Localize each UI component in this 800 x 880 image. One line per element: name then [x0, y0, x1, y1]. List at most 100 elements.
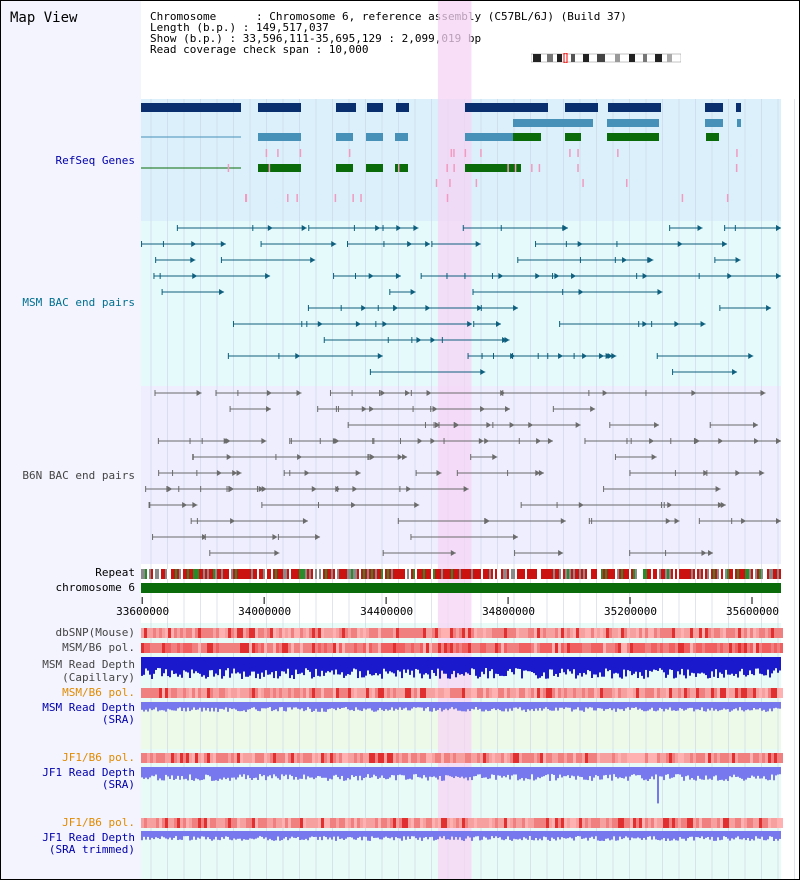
jf1-pol-mark	[210, 753, 213, 763]
msm-pol-mark	[621, 643, 624, 653]
msm-pol-mark	[168, 643, 171, 653]
msm-depth-bar	[443, 657, 445, 674]
msm-pol-mark	[339, 643, 342, 653]
jf1-pol-mark	[234, 818, 237, 828]
jf1-depth-bar	[227, 767, 229, 778]
jf1-pol-mark	[264, 753, 267, 763]
msm-sra-depth-bar	[527, 702, 529, 710]
jf1-trim-depth-bar	[537, 831, 539, 841]
msm-sra-depth-bar	[445, 702, 447, 709]
msm-depth-bar	[371, 657, 373, 676]
msm-sra-depth-bar	[305, 702, 307, 711]
jf1-pol-mark	[420, 753, 423, 763]
msm-depth-bar	[215, 657, 217, 674]
track-label-chromosome[interactable]: chromosome 6	[55, 581, 135, 594]
msm-sra-depth-bar	[457, 702, 459, 711]
repeat-mark	[513, 569, 515, 579]
track-label-dbsnp[interactable]: dbSNP(Mouse)	[55, 626, 135, 639]
track-label-msm-b6-pol-2[interactable]: MSM/B6 pol.	[62, 686, 135, 699]
repeat-mark	[749, 569, 751, 579]
jf1-depth-bar	[305, 767, 307, 780]
track-label-jf1-read-depth[interactable]: JF1 Read Depth	[42, 766, 135, 779]
dbsnp-mark	[690, 628, 693, 638]
dbsnp-mark	[168, 628, 171, 638]
msm-bac-pair-end	[622, 257, 628, 263]
msm-pol-mark	[372, 643, 375, 653]
repeat-mark	[495, 569, 497, 579]
track-label-refseq-genes[interactable]: RefSeq Genes	[55, 154, 135, 167]
repeat-mark	[403, 569, 405, 579]
repeat-mark	[377, 569, 379, 579]
track-label-jf1-b6-pol-2[interactable]: JF1/B6 pol.	[62, 816, 135, 829]
jf1-depth-bar	[411, 767, 413, 780]
dbsnp-mark	[507, 628, 510, 638]
jf1-pol-mark	[435, 753, 438, 763]
msm-pol-mark	[384, 643, 387, 653]
msm-pol-mark	[630, 688, 633, 698]
msm-pol-mark	[426, 643, 429, 653]
repeat-mark	[729, 569, 731, 579]
chromosome-ideogram[interactable]	[531, 53, 681, 63]
repeat-mark	[661, 569, 663, 579]
msm-depth-bar	[211, 657, 213, 671]
b6n-bac-pair-end	[352, 486, 358, 492]
dbsnp-mark	[336, 628, 339, 638]
jf1-pol-mark	[153, 753, 156, 763]
jf1-depth-bar	[247, 767, 249, 776]
jf1-depth-bar	[325, 767, 327, 778]
msm-depth-bar	[235, 657, 237, 674]
jf1-trim-depth-bar	[709, 831, 711, 840]
jf1-trim-depth-bar	[397, 831, 399, 839]
track-label-msm-read-depth-sra[interactable]: MSM Read Depth	[42, 701, 135, 714]
jf1-trim-depth-bar	[417, 831, 419, 840]
msm-pol-mark	[162, 643, 165, 653]
track-label-repeat[interactable]: Repeat	[95, 566, 135, 579]
jf1-pol-mark	[750, 753, 753, 763]
jf1-trim-depth-bar	[573, 831, 575, 841]
dbsnp-mark	[330, 628, 333, 638]
gene-feature	[336, 133, 353, 141]
repeat-mark	[557, 569, 559, 579]
msm-depth-bar	[223, 657, 225, 677]
jf1-pol-mark	[696, 818, 699, 828]
repeat-mark	[493, 569, 495, 579]
msm-depth-bar	[719, 657, 721, 673]
track-label-msm-bac[interactable]: MSM BAC end pairs	[22, 296, 135, 309]
jf1-pol-mark	[303, 753, 306, 763]
msm-sra-depth-bar	[315, 702, 317, 709]
track-label-msm-b6-pol-1[interactable]: MSM/B6 pol.	[62, 641, 135, 654]
dbsnp-mark	[669, 628, 672, 638]
repeat-mark	[753, 569, 755, 579]
msm-pol-mark	[750, 688, 753, 698]
dbsnp-mark	[141, 628, 144, 638]
repeat-mark	[635, 569, 637, 579]
msm-pol-mark	[510, 643, 513, 653]
track-label-b6n-bac[interactable]: B6N BAC end pairs	[22, 469, 135, 482]
msm-pol-mark	[756, 643, 759, 653]
repeat-mark	[379, 569, 381, 579]
track-label-jf1-read-depth-trimmed[interactable]: JF1 Read Depth	[42, 831, 135, 844]
msm-sra-depth-bar	[217, 702, 219, 712]
repeat-mark	[381, 569, 383, 579]
jf1-depth-bar	[639, 767, 641, 776]
jf1-trim-depth-bar	[305, 831, 307, 839]
track-label-jf1-b6-pol-1[interactable]: JF1/B6 pol.	[62, 751, 135, 764]
track-canvas[interactable]	[141, 1, 799, 879]
jf1-pol-mark	[183, 753, 186, 763]
jf1-trim-depth-bar	[363, 831, 365, 837]
msm-depth-bar	[753, 657, 755, 676]
jf1-depth-bar	[561, 767, 563, 778]
track-label-msm-read-depth-cap[interactable]: MSM Read Depth	[42, 658, 135, 671]
dbsnp-mark	[768, 628, 771, 638]
repeat-mark	[725, 569, 727, 579]
jf1-trim-depth-bar	[761, 831, 763, 837]
jf1-pol-mark	[357, 753, 360, 763]
dbsnp-mark	[303, 628, 306, 638]
gene-tick	[227, 164, 230, 172]
jf1-pol-mark	[561, 753, 564, 763]
jf1-depth-bar	[743, 767, 745, 781]
dbsnp-mark	[273, 628, 276, 638]
msm-depth-bar	[689, 657, 691, 676]
jf1-depth-bar	[649, 767, 651, 779]
msm-pol-mark	[507, 688, 510, 698]
